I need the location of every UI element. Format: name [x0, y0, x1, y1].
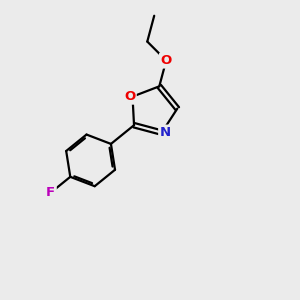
- Text: F: F: [46, 186, 55, 199]
- Text: O: O: [124, 90, 135, 103]
- Text: O: O: [160, 54, 172, 67]
- Text: N: N: [160, 126, 171, 139]
